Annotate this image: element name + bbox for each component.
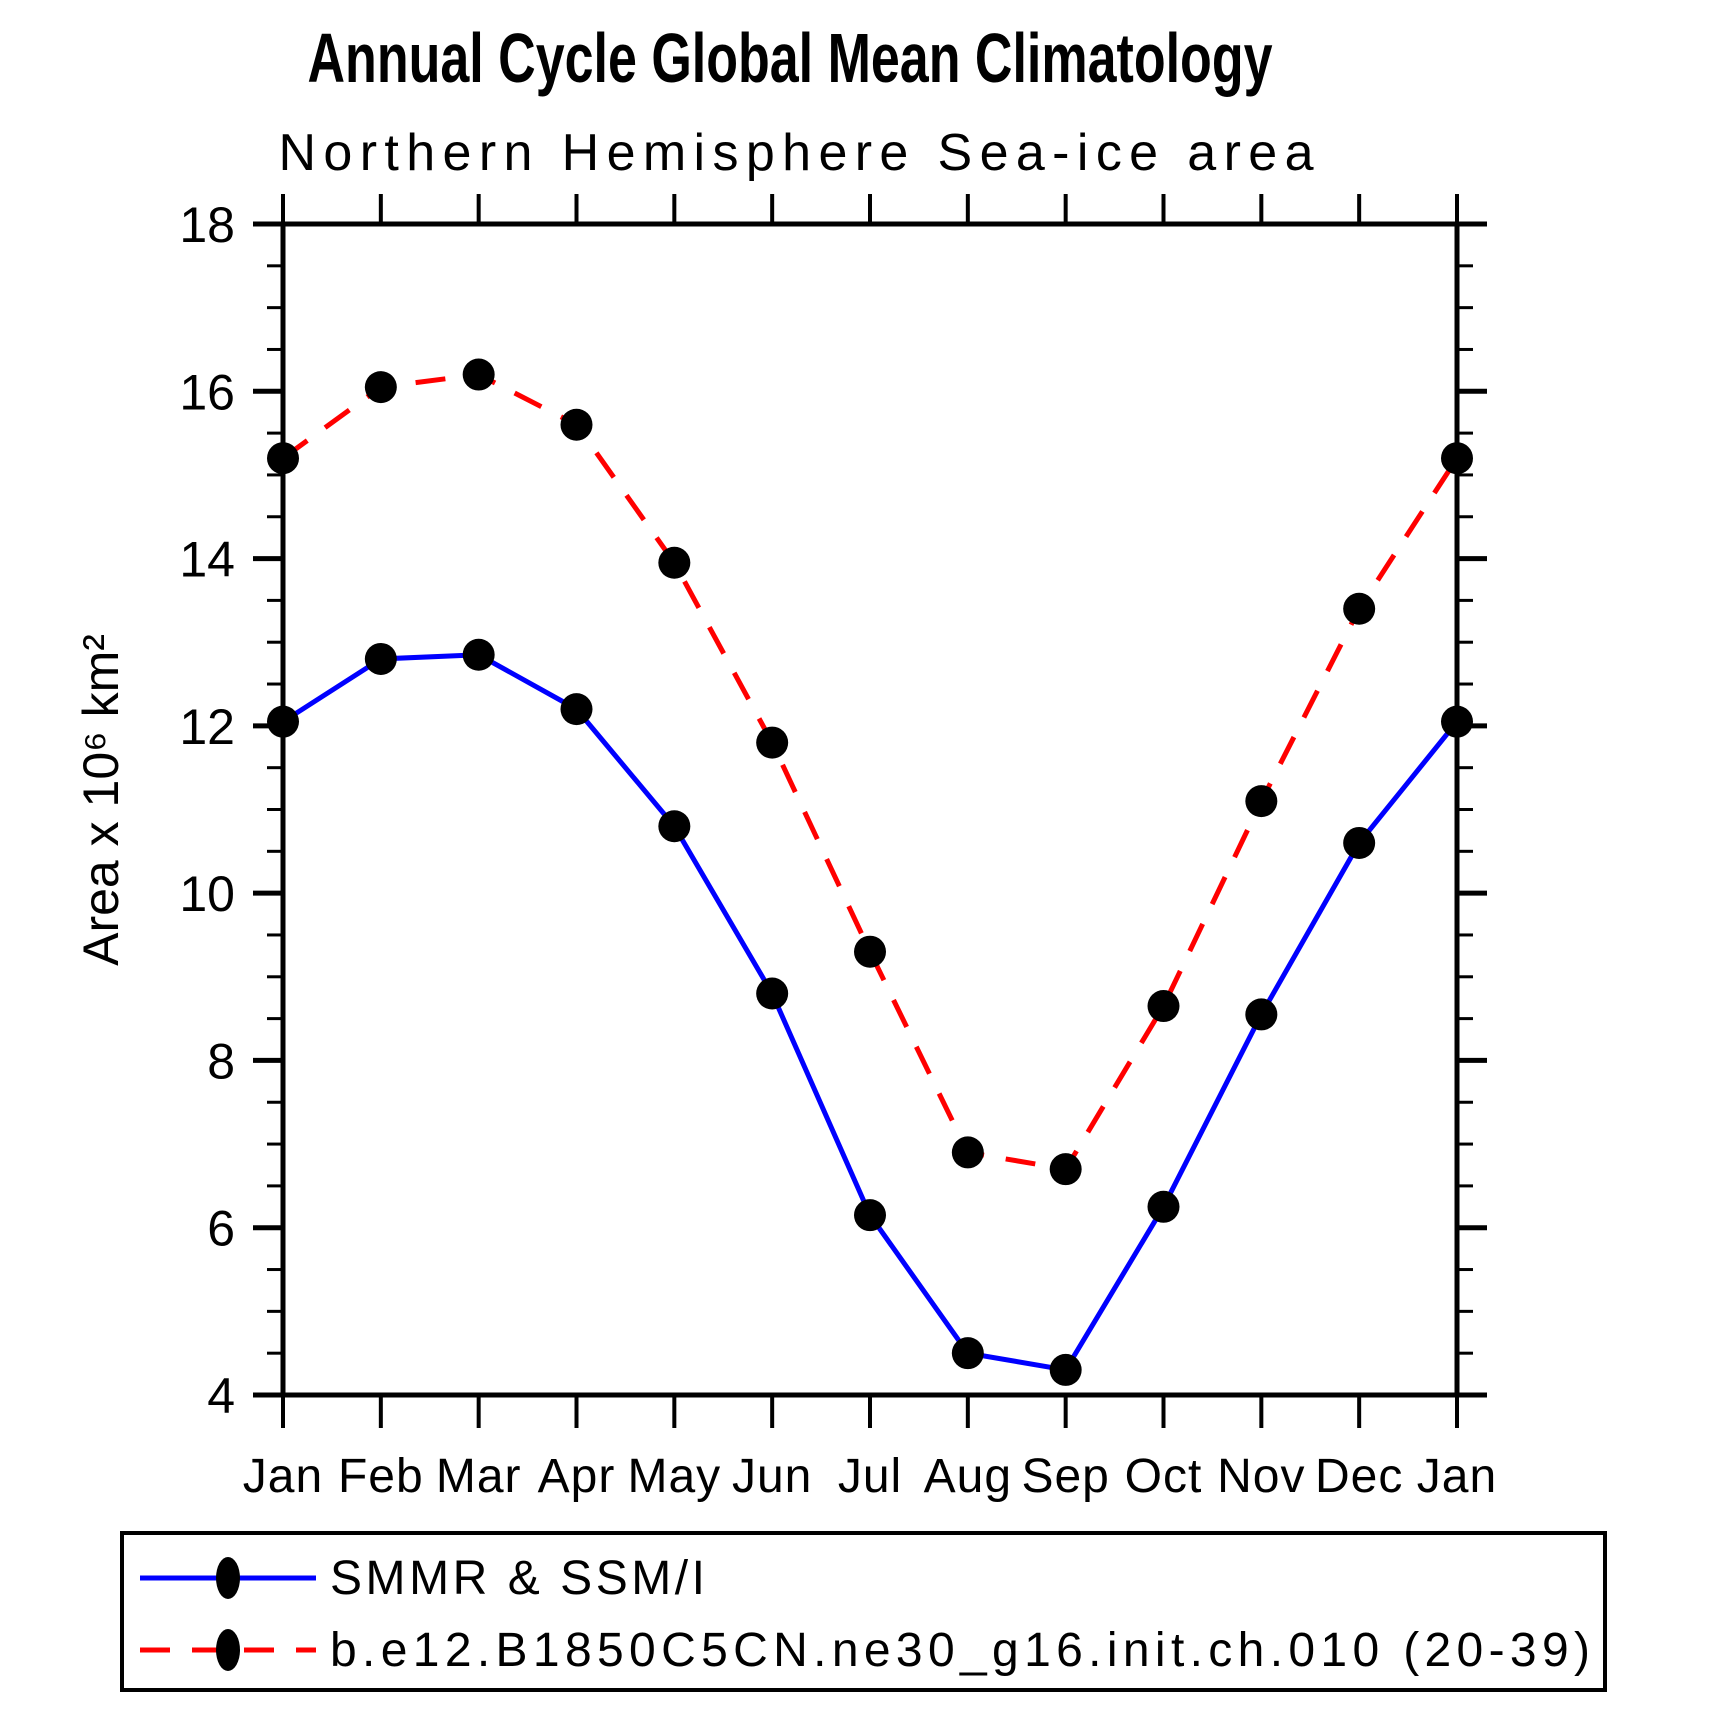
x-tick-label: Apr bbox=[538, 1450, 616, 1503]
series-0-point-Jan bbox=[1441, 705, 1473, 738]
x-tick-label: Oct bbox=[1125, 1450, 1203, 1503]
x-tick-label: Jun bbox=[732, 1450, 812, 1503]
x-tick-label: Feb bbox=[338, 1450, 424, 1503]
chart-title: Annual Cycle Global Mean Climatology bbox=[308, 19, 1273, 97]
y-tick-label: 18 bbox=[179, 197, 235, 253]
y-axis-title: Area x 10⁶ km² bbox=[73, 634, 129, 966]
plot-box bbox=[280, 221, 1460, 1398]
series-0-point-Sep bbox=[1049, 1353, 1082, 1386]
y-tick-label: 16 bbox=[179, 364, 235, 420]
series-0-point-Nov bbox=[1245, 998, 1278, 1031]
x-tick-label: Dec bbox=[1315, 1450, 1403, 1503]
chart-subtitle: Northern Hemisphere Sea-ice area bbox=[279, 124, 1314, 182]
x-tick-label: May bbox=[627, 1450, 721, 1503]
y-tick-label: 6 bbox=[207, 1201, 235, 1257]
legend-item-obs: SMMR & SSM/I bbox=[140, 1552, 705, 1605]
series-0-point-May bbox=[658, 810, 691, 843]
x-tick-label: Aug bbox=[924, 1450, 1012, 1503]
series-1-point-Nov bbox=[1245, 785, 1278, 818]
legend-label-model: b.e12.B1850C5CN.ne30_g16.init.ch.010 (20… bbox=[330, 1624, 1590, 1677]
series-0-point-Aug bbox=[951, 1337, 984, 1370]
series-0-point-Jan bbox=[267, 705, 299, 738]
x-tick-label: Jan bbox=[1417, 1450, 1497, 1503]
legend-marker-icon bbox=[216, 1557, 240, 1599]
series-0-point-Dec bbox=[1343, 826, 1376, 859]
series-0-point-Jul bbox=[854, 1199, 886, 1232]
series-1-point-Jul bbox=[854, 935, 886, 968]
y-tick-label: 4 bbox=[207, 1368, 235, 1424]
series-1-point-Aug bbox=[951, 1136, 984, 1169]
legend-item-model: b.e12.B1850C5CN.ne30_g16.init.ch.010 (20… bbox=[140, 1624, 1590, 1677]
y-tick-label: 8 bbox=[207, 1033, 235, 1089]
series-1-point-Jan bbox=[1441, 442, 1473, 475]
legend-label-obs: SMMR & SSM/I bbox=[330, 1552, 705, 1605]
y-tick-label: 14 bbox=[179, 532, 235, 588]
series-1-point-May bbox=[658, 546, 691, 579]
series-1-point-Sep bbox=[1049, 1153, 1082, 1186]
series-1-point-Feb bbox=[364, 371, 397, 404]
series-1-point-Apr bbox=[560, 408, 593, 441]
series-1-point-Jun bbox=[756, 726, 789, 759]
series-1-line bbox=[281, 371, 1460, 1172]
legend-marker-icon bbox=[216, 1629, 240, 1671]
x-tick-label: Nov bbox=[1217, 1450, 1305, 1503]
y-tick-label: 12 bbox=[179, 699, 235, 755]
x-tick-label: Sep bbox=[1021, 1450, 1109, 1503]
series-0-point-Apr bbox=[560, 693, 593, 726]
series-1-point-Dec bbox=[1343, 592, 1376, 625]
legend: SMMR & SSM/I b.e12.B1850C5CN.ne30_g16.in… bbox=[120, 1531, 1607, 1692]
y-tick-label: 10 bbox=[179, 866, 235, 922]
series-1-point-Oct bbox=[1147, 990, 1180, 1023]
x-tick-label: Jul bbox=[838, 1450, 902, 1503]
plot-area: 4 6 8 10 12 14 16 18 Jan Feb Mar Apr May Jun Jul Aug Sep… bbox=[179, 194, 1497, 1503]
series-0-point-Oct bbox=[1147, 1190, 1180, 1223]
series-0-point-Mar bbox=[462, 638, 495, 671]
series-0-point-Jun bbox=[756, 977, 789, 1010]
series-1-point-Jan bbox=[267, 442, 299, 475]
series-0-point-Feb bbox=[364, 642, 397, 675]
legend-box bbox=[120, 1531, 1607, 1692]
x-tick-label: Mar bbox=[436, 1450, 522, 1503]
series-1-point-Mar bbox=[462, 358, 495, 391]
x-tick-label: Jan bbox=[243, 1450, 323, 1503]
